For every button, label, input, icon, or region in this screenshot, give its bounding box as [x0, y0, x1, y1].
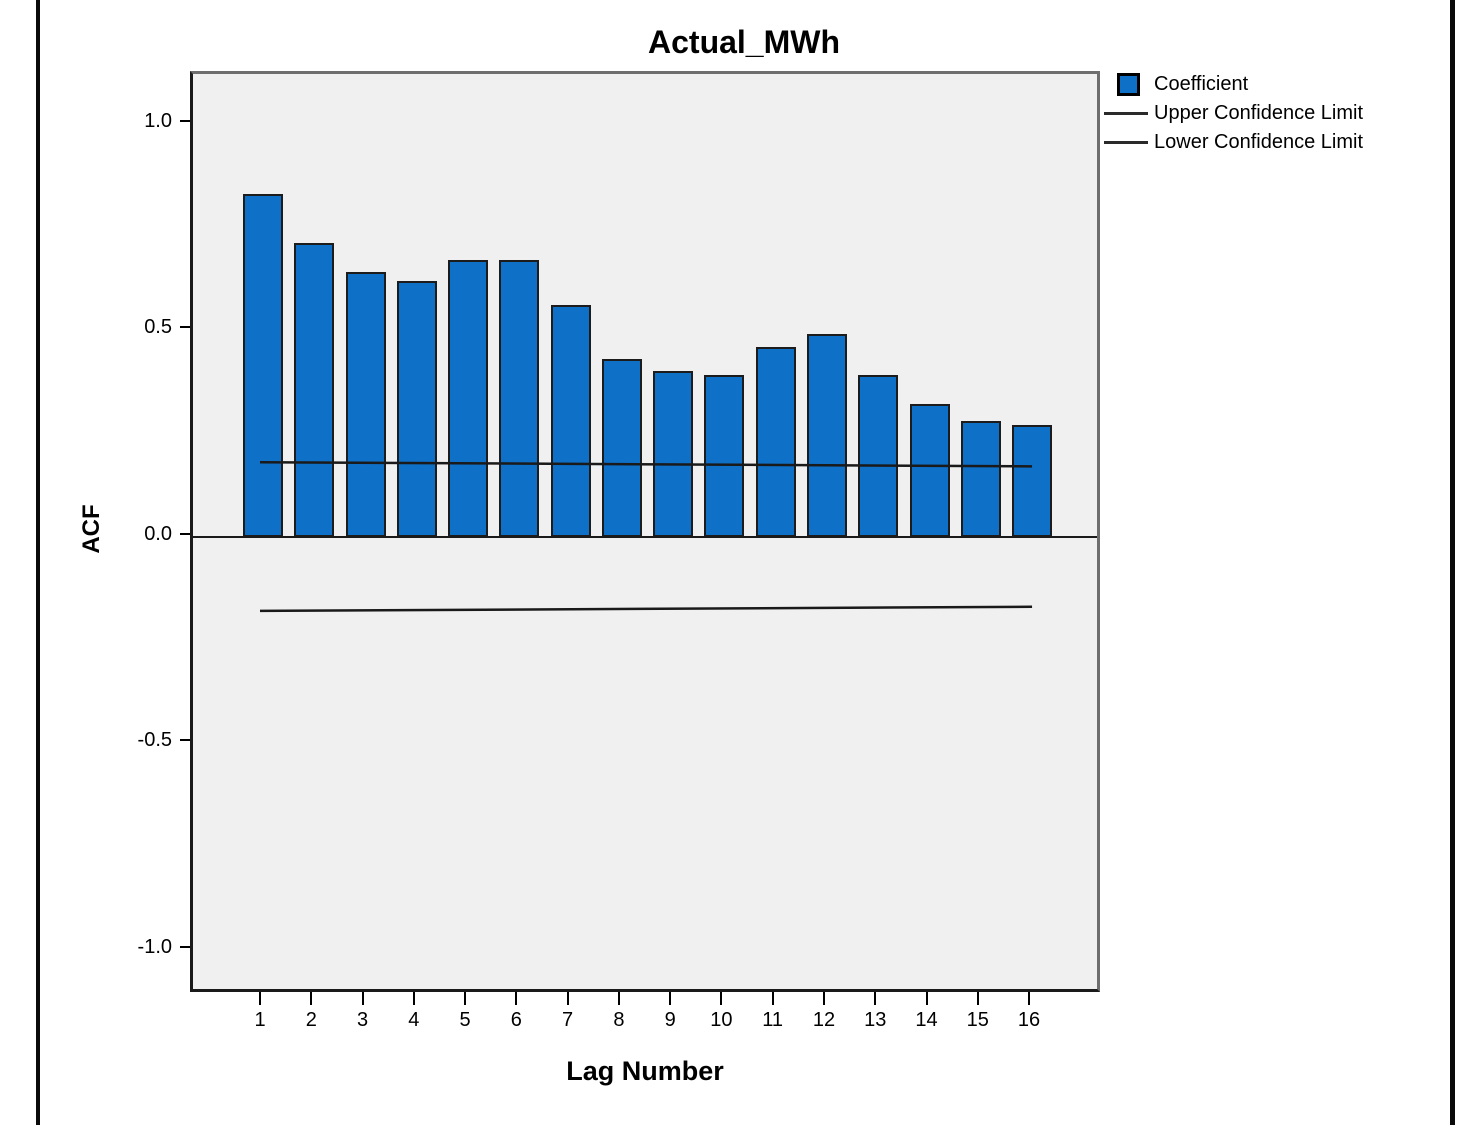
x-tick-label: 6	[510, 1009, 522, 1031]
x-tick-label: 16	[1017, 1009, 1041, 1031]
x-tick-mark	[566, 992, 569, 1005]
y-tick-mark	[180, 326, 190, 329]
y-tick-mark	[180, 739, 190, 742]
acf-bar-lag-1	[243, 193, 283, 537]
acf-bar-lag-13	[858, 375, 899, 537]
x-tick-label: 1	[254, 1009, 266, 1031]
confidence-line-swatch-icon	[1104, 141, 1148, 144]
x-tick-mark	[669, 992, 672, 1005]
legend-label: Lower Confidence Limit	[1154, 131, 1363, 153]
y-tick-label: 1.0	[144, 109, 172, 132]
x-axis-label: Lag Number	[566, 1056, 724, 1086]
left-pane-border	[36, 0, 40, 1125]
y-tick-label: -1.0	[137, 935, 172, 958]
confidence-line-swatch-icon	[1104, 112, 1148, 115]
legend-label: Upper Confidence Limit	[1154, 102, 1363, 124]
x-tick-label: 15	[966, 1009, 989, 1031]
x-tick-mark	[464, 992, 467, 1005]
coefficient-swatch-icon	[1117, 73, 1140, 96]
right-pane-border	[1450, 0, 1455, 1125]
y-tick-mark	[180, 119, 190, 122]
acf-bar-lag-9	[653, 371, 694, 537]
acf-bar-lag-2	[294, 243, 335, 537]
x-tick-label: 5	[459, 1009, 471, 1031]
x-tick-label: 13	[864, 1009, 887, 1031]
x-tick-mark	[822, 992, 825, 1005]
x-tick-label: 2	[305, 1009, 317, 1031]
x-tick-mark	[925, 992, 928, 1005]
lower-confidence-limit-line	[259, 605, 1033, 613]
x-tick-mark	[515, 992, 518, 1005]
acf-bar-lag-10	[704, 375, 745, 537]
x-tick-mark	[771, 992, 774, 1005]
acf-bar-lag-8	[601, 358, 642, 537]
x-tick-mark	[720, 992, 723, 1005]
x-tick-label: 11	[762, 1009, 784, 1031]
zero-axis-line	[193, 535, 1097, 538]
upper-confidence-limit-line	[259, 460, 1033, 468]
acf-bar-lag-12	[806, 334, 847, 537]
y-tick-mark	[180, 945, 190, 948]
acf-bar-lag-7	[550, 305, 591, 537]
x-tick-mark	[412, 992, 415, 1005]
x-tick-label: 10	[710, 1009, 733, 1031]
acf-bar-lag-5	[448, 259, 489, 537]
x-tick-label: 3	[356, 1009, 369, 1031]
y-tick-mark	[180, 532, 190, 535]
legend-item-upper-confidence-limit: Upper Confidence Limit	[1104, 102, 1363, 125]
x-tick-mark	[617, 992, 620, 1005]
x-tick-mark	[310, 992, 313, 1005]
x-tick-mark	[361, 992, 364, 1005]
x-tick-mark	[259, 992, 261, 1005]
x-tick-mark	[976, 992, 979, 1005]
y-tick-label: -0.5	[137, 729, 172, 752]
legend: Coefficient Upper Confidence Limit Lower C…	[1104, 73, 1363, 154]
x-tick-label: 9	[664, 1009, 676, 1031]
x-tick-label: 12	[812, 1009, 836, 1031]
x-tick-label: 8	[613, 1009, 625, 1031]
x-tick-mark	[1028, 992, 1031, 1005]
x-tick-label: 7	[562, 1009, 574, 1031]
y-tick-label: 0.0	[144, 522, 172, 545]
legend-item-lower-confidence-limit: Lower Confidence Limit	[1104, 131, 1363, 154]
confidence-limit-lines	[259, 460, 1033, 613]
acf-bar-lag-4	[396, 280, 437, 537]
acf-bar-lag-11	[755, 346, 796, 537]
y-tick-label: 0.5	[144, 316, 172, 339]
acf-bar-lag-3	[345, 272, 386, 537]
acf-bar-lag-14	[909, 404, 950, 537]
acf-bar-lag-6	[499, 259, 540, 537]
legend-item-coefficient: Coefficient	[1104, 73, 1363, 96]
acf-bar-lag-15	[960, 420, 1001, 537]
chart-title: Actual_MWh	[648, 24, 840, 60]
x-tick-mark	[874, 992, 877, 1005]
acf-bar-lag-16	[1012, 425, 1053, 537]
x-tick-label: 14	[915, 1009, 938, 1031]
x-tick-label: 4	[408, 1009, 420, 1031]
legend-label: Coefficient	[1154, 73, 1249, 95]
plot-area	[190, 71, 1100, 992]
y-axis-label: ACF	[78, 504, 105, 554]
